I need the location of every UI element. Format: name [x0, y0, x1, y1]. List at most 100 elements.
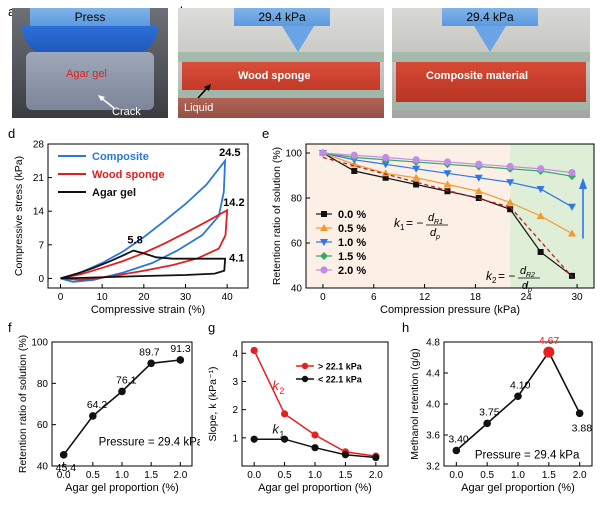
- series-10-marker: [567, 203, 576, 211]
- series-10-marker: [536, 186, 545, 193]
- y-tick-label: 60: [291, 239, 303, 250]
- series-10-marker: [412, 165, 421, 173]
- data-point-highlight: [543, 346, 555, 358]
- x-tick-label: 0.5: [278, 470, 292, 481]
- y-tick-label: 14: [33, 207, 45, 218]
- x-tick-label: 2.0: [369, 470, 383, 481]
- y-tick-label: 4.0: [426, 400, 440, 411]
- y-tick-label: 21: [33, 173, 45, 184]
- y-axis-label: Compressive stress (kPa): [13, 156, 25, 276]
- legend-label: Composite: [92, 151, 149, 163]
- legend-label: 0.5 %: [338, 223, 366, 235]
- legend-marker: [321, 211, 327, 217]
- photo-agar-gel: Press Agar gel Crack: [12, 8, 168, 118]
- formula-k: k: [486, 269, 493, 283]
- y-tick-label: 3: [232, 377, 238, 388]
- photo-wood-sponge: 29.4 kPa Wood sponge Liquid: [178, 8, 384, 118]
- series-20-marker: [350, 151, 358, 159]
- data-point: [118, 387, 126, 396]
- data-label: 4.10: [510, 379, 531, 391]
- x-tick-label: 1.5: [338, 470, 352, 481]
- series-00-marker: [537, 249, 544, 255]
- series-10-marker: [474, 174, 483, 182]
- data-label: 3.75: [479, 406, 500, 418]
- y-axis-label: Slope, k (kPa⁻¹): [207, 367, 219, 442]
- x-tick-label: 18: [470, 292, 482, 303]
- series-line-agar-gel: [60, 249, 227, 280]
- data-label: 14.2: [223, 197, 244, 209]
- series-05-marker: [474, 187, 483, 195]
- panel-label-e: e: [262, 126, 270, 141]
- series-10-marker: [381, 161, 390, 169]
- series-k-label: k: [272, 422, 280, 437]
- agar-gel-label: Agar gel: [66, 68, 107, 80]
- x-tick-label: 2.0: [173, 470, 187, 481]
- legend-marker: [301, 375, 309, 383]
- legend-label: Wood sponge: [92, 169, 165, 181]
- x-tick-label: 2.0: [573, 470, 587, 481]
- plot-frame: [305, 143, 595, 289]
- chart-retention-proportion: 0.0 0.5 1.0 1.5 2.0 40 60 80 100 Agar gel proport…: [17, 335, 200, 494]
- x-tick-label: 12: [419, 292, 431, 303]
- press-banner: Press: [30, 8, 150, 26]
- data-label: 64.2: [87, 399, 108, 411]
- formula-k1: k 1 = − d R1d p: [394, 212, 448, 241]
- liquid-label: Liquid: [184, 102, 214, 114]
- y-axis-label: Retention ratio of solution (%): [271, 147, 283, 285]
- x-axis-label: Agar gel proportion (%): [461, 482, 575, 494]
- x-tick-label: 0.0: [449, 470, 463, 481]
- x-tick-label: 0.5: [480, 470, 494, 481]
- press-plate: [22, 26, 158, 56]
- formula-num: d: [520, 265, 527, 277]
- legend-marker: [301, 362, 309, 370]
- x-tick-label: 1.5: [144, 470, 158, 481]
- formula-num-sub: R1: [434, 219, 443, 226]
- data-point: [280, 435, 289, 443]
- x-tick-label: 0.0: [57, 470, 71, 481]
- legend-label: Agar gel: [92, 187, 136, 199]
- series-20-marker: [506, 162, 514, 171]
- y-tick-label: 40: [37, 462, 49, 473]
- legend-label: < 22.1 kPa: [318, 375, 363, 385]
- x-tick-label: 1.0: [115, 470, 129, 481]
- data-point: [280, 410, 289, 418]
- series-05-marker: [567, 229, 576, 237]
- series-k-label: k: [272, 378, 280, 393]
- data-point: [250, 435, 258, 443]
- panel-label-f: f: [8, 320, 12, 335]
- series-10-marker: [506, 179, 515, 187]
- legend-marker: [320, 266, 328, 274]
- series-05-marker: [536, 212, 545, 219]
- data-point: [311, 431, 319, 439]
- series-05-marker: [506, 198, 515, 206]
- y-tick-label: 4: [232, 349, 238, 360]
- x-tick-label: 0: [320, 292, 326, 303]
- series-05-marker: [443, 180, 452, 188]
- y-tick-label: 1: [232, 433, 238, 444]
- series-20-marker: [443, 158, 452, 166]
- data-point: [514, 392, 522, 401]
- series-00-marker: [444, 188, 451, 195]
- y-tick-label: 80: [37, 379, 49, 390]
- photo-composite-material: 29.4 kPa Composite material: [392, 8, 590, 118]
- y-tick-label: 3.2: [426, 462, 440, 473]
- data-point: [176, 356, 185, 364]
- y-tick-label: 2: [232, 405, 238, 416]
- wood-sponge-block: [182, 62, 380, 90]
- x-tick-label: 1.0: [308, 470, 322, 481]
- x-tick-label: 1.5: [542, 470, 556, 481]
- pressure-banner-c: 29.4 kPa: [442, 8, 538, 26]
- data-point: [311, 444, 319, 452]
- panel-label-a: a: [8, 4, 15, 19]
- y-tick-label: 100: [285, 149, 302, 160]
- panel-label-d: d: [8, 126, 16, 141]
- x-tick-label: 20: [138, 292, 150, 303]
- y-tick-label: 7: [38, 240, 44, 251]
- data-label: 4.67: [539, 335, 560, 347]
- series-00-marker: [507, 206, 514, 213]
- legend-marker: [320, 252, 328, 260]
- x-tick-label: 30: [571, 292, 583, 303]
- y-tick-label: 3.6: [426, 431, 440, 442]
- x-tick-label: 24: [521, 292, 533, 303]
